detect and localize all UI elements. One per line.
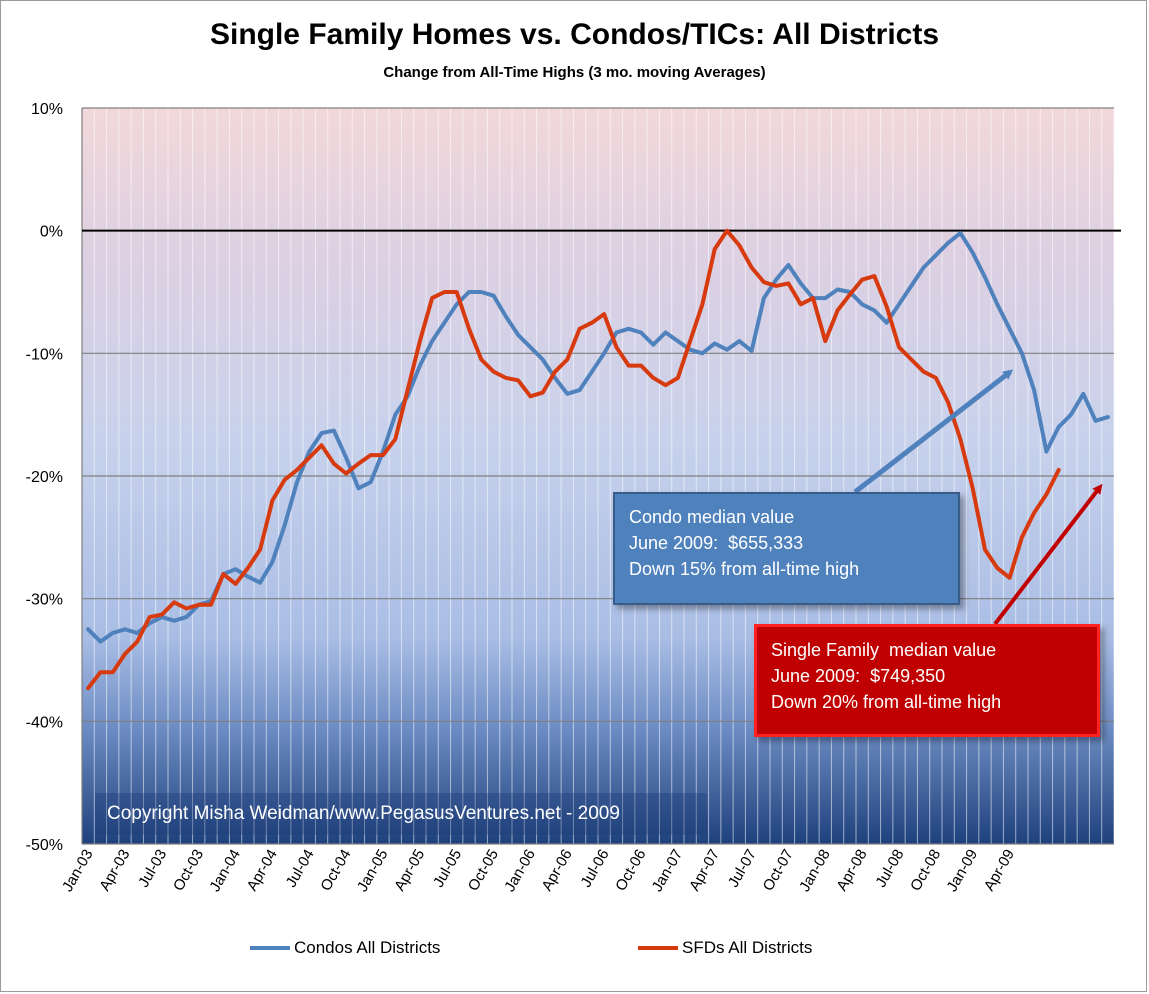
x-tick-label: Jan-05	[354, 847, 392, 895]
x-tick-label: Oct-04	[317, 847, 354, 894]
y-tick-label: -50%	[26, 837, 63, 854]
x-tick-label: Jul-03	[135, 847, 170, 891]
legend-label-sfds: SFDs All Districts	[682, 938, 813, 957]
x-tick-label: Oct-03	[170, 847, 207, 894]
x-tick-label: Apr-04	[244, 847, 281, 894]
series-line-sfds	[86, 228, 1061, 691]
x-tick-label: Apr-09	[981, 847, 1018, 894]
x-tick-label: Apr-07	[686, 847, 723, 894]
x-tick-label: Jul-04	[283, 847, 318, 891]
condo-callout-line-1: Condo median value	[629, 507, 795, 527]
y-tick-label: 0%	[40, 224, 63, 241]
y-tick-label: -40%	[26, 714, 63, 731]
x-tick-label: Apr-08	[833, 847, 870, 894]
x-tick-label: Oct-08	[907, 847, 944, 894]
x-tick-label: Jan-06	[501, 847, 539, 895]
y-tick-label: 10%	[31, 101, 63, 118]
x-tick-label: Apr-06	[539, 847, 576, 894]
series-line-condos	[86, 231, 1110, 644]
condo-callout-box: Condo median value June 2009: $655,333 D…	[613, 492, 960, 605]
x-tick-label: Jul-06	[577, 847, 612, 891]
legend-swatch-condos	[250, 946, 290, 950]
chart-subtitle: Change from All-Time Highs (3 mo. moving…	[383, 64, 766, 81]
y-tick-label: -30%	[26, 592, 63, 609]
chart-title: Single Family Homes vs. Condos/TICs: All…	[209, 18, 940, 51]
legend-swatch-sfds	[638, 946, 678, 950]
x-tick-label: Oct-07	[760, 847, 797, 894]
sfd-callout-line-2: June 2009: $749,350	[771, 666, 946, 686]
x-tick-label: Apr-05	[391, 847, 428, 894]
y-axis-tick-labels: 10% 0% -10% -20% -30% -40% -50%	[26, 101, 63, 854]
legend-item-condos: Condos All Districts	[250, 938, 440, 958]
legend-label-condos: Condos All Districts	[294, 938, 441, 957]
sfd-callout-line-3: Down 20% from all-time high	[771, 692, 1002, 712]
legend-item-sfds: SFDs All Districts	[638, 938, 812, 958]
sfd-callout-arrow	[993, 483, 1103, 626]
x-tick-label: Jan-07	[649, 847, 687, 895]
y-tick-label: -20%	[26, 469, 63, 486]
x-tick-label: Jul-05	[430, 847, 465, 891]
x-axis-tick-labels: Jan-03 Apr-03 Jul-03 Oct-03 Jan-04 Apr-04 Jul-…	[59, 847, 1018, 895]
x-tick-label: Jul-08	[872, 847, 907, 891]
x-tick-label: Jul-07	[725, 847, 760, 891]
x-tick-label: Oct-06	[612, 847, 649, 894]
sfd-callout-line-1: Single Family median value	[771, 640, 997, 660]
x-tick-label: Jan-08	[796, 847, 834, 895]
x-tick-label: Jan-09	[944, 847, 982, 895]
x-tick-label: Oct-05	[465, 847, 502, 894]
sfd-callout-box: Single Family median value June 2009: $7…	[754, 624, 1100, 737]
y-tick-label: -10%	[26, 346, 63, 363]
x-tick-label: Jan-04	[206, 847, 244, 895]
condo-callout-arrow	[853, 369, 1014, 494]
x-tick-label: Apr-03	[96, 847, 133, 894]
copyright-notice: Copyright Misha Weidman/www.PegasusVentu…	[95, 793, 707, 835]
condo-callout-line-2: June 2009: $655,333	[629, 533, 804, 553]
condo-callout-line-3: Down 15% from all-time high	[629, 559, 860, 579]
x-tick-label: Jan-03	[59, 847, 97, 895]
